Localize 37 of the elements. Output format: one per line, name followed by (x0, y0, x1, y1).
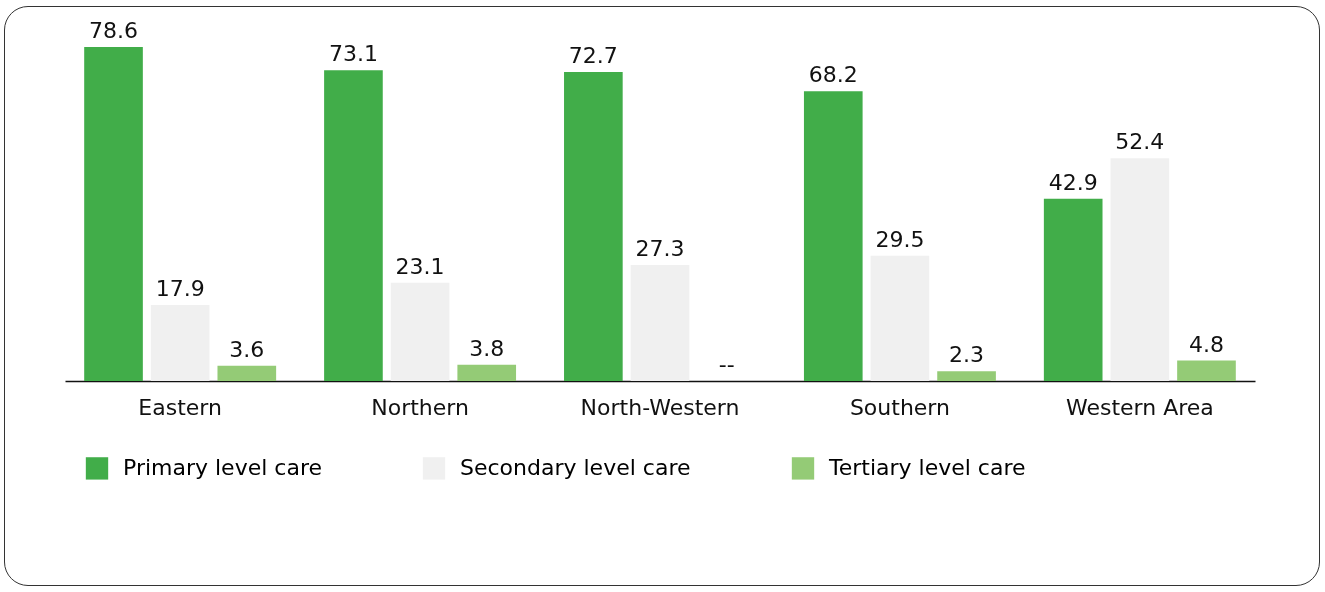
data-label: 27.3 (635, 235, 685, 261)
x-tick-label: Northern (371, 394, 469, 420)
data-label: 17.9 (155, 275, 205, 301)
legend-label: Secondary level care (460, 455, 691, 481)
data-label: 29.5 (875, 226, 925, 252)
data-label: 42.9 (1048, 169, 1098, 195)
data-label: 52.4 (1115, 129, 1165, 155)
data-label: 73.1 (328, 41, 378, 67)
data-label: 72.7 (568, 43, 618, 69)
bar (150, 304, 210, 381)
bar (803, 91, 863, 381)
x-tick-label: Eastern (138, 394, 222, 420)
bar (324, 70, 383, 381)
x-tick-label: Western Area (1065, 394, 1214, 420)
bar (217, 365, 277, 381)
data-label: 3.6 (229, 336, 265, 362)
data-label: 2.3 (949, 342, 985, 368)
bar (564, 72, 623, 381)
data-label: 3.8 (469, 335, 505, 361)
data-label: 4.8 (1188, 331, 1224, 357)
data-label: 78.6 (89, 17, 139, 43)
bar (1177, 360, 1236, 381)
text: -- (718, 352, 735, 377)
bar (870, 255, 930, 381)
x-tick-label: Southern (849, 394, 950, 420)
bar (84, 46, 143, 381)
legend-label: Tertiary level care (828, 455, 1026, 481)
bar (390, 282, 450, 381)
data-label: 68.2 (808, 62, 858, 88)
x-tick-label: North-Western (580, 394, 740, 420)
bar (937, 371, 996, 381)
legend-label: Primary level care (123, 455, 322, 481)
bar (1110, 158, 1170, 381)
bar (1043, 198, 1103, 381)
bar (630, 264, 690, 381)
data-label: 23.1 (395, 253, 445, 279)
bar (457, 364, 517, 381)
